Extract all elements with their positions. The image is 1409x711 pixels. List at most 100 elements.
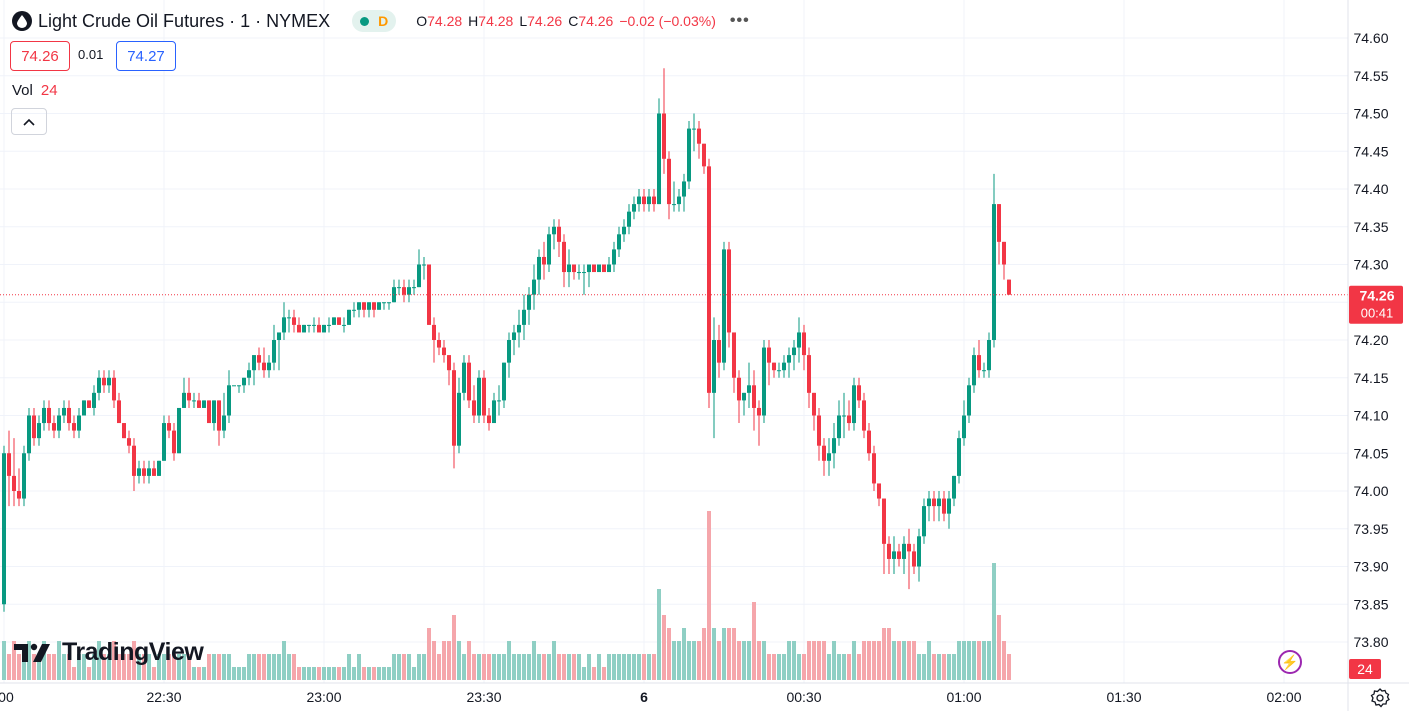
candle-body [472,400,476,416]
candle-body [612,249,616,265]
volume-bar [947,654,951,680]
candle-body [707,166,711,393]
collapse-legend-button[interactable] [11,108,47,135]
candle-body [37,423,41,439]
volume-bar [727,628,731,680]
price-tick-label: 73.95 [1353,521,1388,537]
volume-bar [282,641,286,680]
market-status-badge[interactable]: D [352,10,397,32]
candle-body [667,158,671,205]
volume-bar [287,654,291,680]
volume-bar [142,654,146,680]
candle-body [462,362,466,393]
volume-legend[interactable]: Vol 24 [12,82,58,99]
candle-body [867,430,871,454]
candle-body [982,370,986,372]
volume-tag: 24 [1349,659,1381,679]
candle-body [147,468,151,476]
candle-body [497,400,501,402]
candle-body [172,430,176,454]
volume-bar [227,654,231,680]
volume-bar [137,654,141,680]
countdown-label: 00:41 [1361,306,1394,321]
candle-body [422,264,426,266]
candle-body [817,415,821,446]
candle-body [517,324,521,333]
tradingview-logo[interactable]: TradingView [14,638,204,667]
volume-bar [397,654,401,680]
time-tick-label: 23:30 [466,689,501,705]
volume-bar [7,654,11,680]
ask-price[interactable]: 74.27 [116,41,176,71]
more-options-icon[interactable]: ••• [729,12,750,29]
volume-bar [132,641,136,680]
candle-body [592,264,596,273]
candle-body [162,423,166,461]
candle-body [762,347,766,416]
settings-gear-icon[interactable] [1369,687,1391,709]
candle-body [932,498,936,507]
candle-body [537,256,541,280]
candle-body [897,551,901,559]
volume-bar [172,654,176,680]
volume-bar [917,654,921,680]
candle-body [372,302,376,310]
volume-bar [47,654,51,680]
bid-price[interactable]: 74.26 [10,41,70,71]
candle-body [957,438,961,476]
volume-bar [922,654,926,680]
candle-body [877,483,881,499]
volume-bar [812,641,816,680]
candle-body [442,347,446,356]
volume-bar [57,641,61,680]
volume-bar [482,654,486,680]
price-tick-label: 74.35 [1353,219,1388,235]
candle-body [752,385,756,408]
volume-bar [712,628,716,680]
volume-bar [387,667,391,680]
price-axis[interactable]: 74.6074.5574.5074.4574.4074.3574.3074.25… [1347,0,1389,711]
volume-bar [682,628,686,680]
volume-bar [77,654,81,680]
candle-body [712,340,716,393]
candle-body [732,332,736,378]
volume-bar [957,641,961,680]
price-tick-label: 74.55 [1353,68,1388,84]
candle-body [402,287,406,295]
symbol-title[interactable]: Light Crude Oil Futures · 1 · NYMEX [38,10,331,31]
candle-body [602,264,606,273]
candle-body [217,400,221,431]
volume-bar [217,654,221,680]
volume-bar [467,641,471,680]
candle-body [407,287,411,295]
volume-bar [887,628,891,680]
price-tick-label: 74.00 [1353,483,1388,499]
volume-bar [617,654,621,680]
candle-body [912,551,916,567]
volume-bar [962,641,966,680]
candle-body [42,407,46,424]
volume-bar [547,654,551,680]
candle-body [82,400,86,416]
volume-bar [382,667,386,680]
lightning-icon[interactable]: ⚡ [1278,650,1302,674]
candle-body [747,385,751,393]
price-tick-label: 73.80 [1353,634,1388,650]
volume-bar [652,654,656,680]
low-value: 74.26 [527,13,563,29]
volume-bar [872,641,876,680]
candle-body [907,543,911,552]
volume-bar [267,654,271,680]
candle-body [342,324,346,326]
candle-body [67,407,71,424]
volume-bar [22,654,26,680]
candle-body [847,415,851,424]
candle-body [617,234,621,250]
candle-body [282,317,286,333]
close-key: C [568,13,579,29]
time-axis[interactable]: :00 22:30 23:00 23:30 6 00:30 01:00 01:30 02:00 [0,682,1409,705]
volume-bar [337,667,341,680]
market-open-dot-icon [360,16,370,26]
volume-bar [622,654,626,680]
